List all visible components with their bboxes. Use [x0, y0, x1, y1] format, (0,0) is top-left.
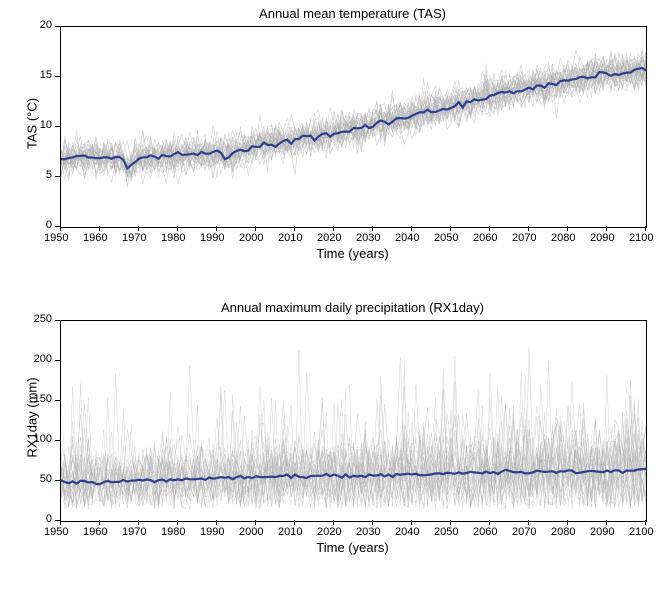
ytick-label: 50 [22, 473, 52, 485]
xtick [450, 520, 451, 525]
xtick [567, 226, 568, 231]
xtick-label: 2090 [590, 526, 614, 538]
xtick-label: 2020 [317, 526, 341, 538]
ytick [55, 360, 60, 361]
ytick-label: 250 [22, 313, 52, 325]
panel1-xlabel: Time (years) [60, 246, 645, 261]
xtick [333, 226, 334, 231]
xtick-label: 2040 [395, 232, 419, 244]
ytick-label: 0 [22, 219, 52, 231]
panel2-title: Annual maximum daily precipitation (RX1d… [60, 300, 645, 315]
xtick [216, 520, 217, 525]
xtick-label: 2080 [551, 526, 575, 538]
xtick-label: 2100 [629, 526, 653, 538]
xtick-label: 2040 [395, 526, 419, 538]
xtick [372, 520, 373, 525]
xtick [138, 226, 139, 231]
ytick [55, 400, 60, 401]
xtick-label: 1950 [44, 526, 68, 538]
ytick [55, 126, 60, 127]
ytick-label: 150 [22, 393, 52, 405]
panel1-plot-area [60, 26, 647, 228]
xtick-label: 2000 [239, 526, 263, 538]
panel1-svg [61, 27, 646, 227]
xtick [372, 226, 373, 231]
xtick [294, 520, 295, 525]
panel2-svg [61, 321, 646, 521]
xtick-label: 2030 [356, 232, 380, 244]
ytick [55, 520, 60, 521]
xtick [450, 226, 451, 231]
xtick [60, 520, 61, 525]
xtick [216, 226, 217, 231]
xtick [99, 520, 100, 525]
xtick-label: 1950 [44, 232, 68, 244]
xtick-label: 2060 [473, 232, 497, 244]
xtick [333, 520, 334, 525]
panel2-xlabel: Time (years) [60, 540, 645, 555]
ytick [55, 320, 60, 321]
xtick [60, 226, 61, 231]
xtick-label: 2060 [473, 526, 497, 538]
xtick [528, 226, 529, 231]
xtick-label: 2010 [278, 526, 302, 538]
ytick [55, 26, 60, 27]
ytick-label: 10 [22, 119, 52, 131]
ytick-label: 100 [22, 433, 52, 445]
panel1-title: Annual mean temperature (TAS) [60, 6, 645, 21]
xtick-label: 2090 [590, 232, 614, 244]
xtick-label: 1970 [122, 232, 146, 244]
ytick-label: 200 [22, 353, 52, 365]
xtick [255, 520, 256, 525]
xtick-label: 2050 [434, 526, 458, 538]
ytick [55, 176, 60, 177]
xtick [138, 520, 139, 525]
xtick [606, 520, 607, 525]
xtick-label: 1990 [200, 232, 224, 244]
ytick-label: 20 [22, 19, 52, 31]
xtick [645, 520, 646, 525]
xtick-label: 2100 [629, 232, 653, 244]
xtick-label: 2020 [317, 232, 341, 244]
xtick-label: 2070 [512, 232, 536, 244]
xtick-label: 2010 [278, 232, 302, 244]
xtick [99, 226, 100, 231]
xtick [411, 226, 412, 231]
xtick-label: 2030 [356, 526, 380, 538]
xtick-label: 1980 [161, 526, 185, 538]
xtick-label: 2000 [239, 232, 263, 244]
ytick [55, 226, 60, 227]
xtick [177, 520, 178, 525]
ytick-label: 0 [22, 513, 52, 525]
ytick [55, 480, 60, 481]
xtick [645, 226, 646, 231]
xtick-label: 1980 [161, 232, 185, 244]
xtick [177, 226, 178, 231]
xtick [489, 520, 490, 525]
xtick-label: 1990 [200, 526, 224, 538]
xtick [411, 520, 412, 525]
xtick-label: 2070 [512, 526, 536, 538]
xtick [255, 226, 256, 231]
ytick [55, 440, 60, 441]
ytick [55, 76, 60, 77]
xtick [294, 226, 295, 231]
ytick-label: 5 [22, 169, 52, 181]
xtick-label: 1960 [83, 232, 107, 244]
panel2-plot-area [60, 320, 647, 522]
xtick [489, 226, 490, 231]
xtick [528, 520, 529, 525]
xtick-label: 2080 [551, 232, 575, 244]
xtick-label: 1970 [122, 526, 146, 538]
xtick-label: 1960 [83, 526, 107, 538]
xtick-label: 2050 [434, 232, 458, 244]
panel2-ylabel: RX1day (mm) [25, 348, 40, 488]
figure: Annual mean temperature (TAS) TAS (°C) T… [0, 0, 660, 595]
xtick [567, 520, 568, 525]
ytick-label: 15 [22, 69, 52, 81]
xtick [606, 226, 607, 231]
